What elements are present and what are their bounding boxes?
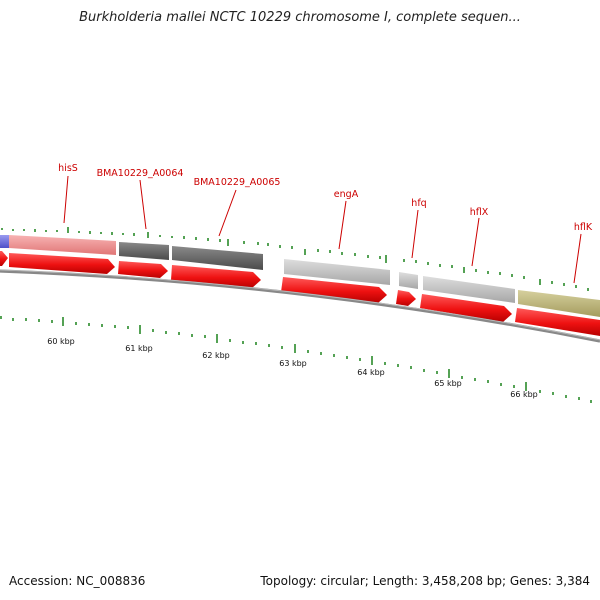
cds-arrow[interactable]	[9, 253, 115, 274]
gene-label-hflX[interactable]: hflX	[470, 207, 489, 218]
scale-label-63kbp: 63 kbp	[279, 359, 307, 368]
cds-arrow[interactable]	[281, 277, 387, 303]
scale-label-60kbp: 60 kbp	[47, 337, 75, 346]
cds-track	[0, 251, 600, 336]
cds-arrow[interactable]	[118, 261, 168, 278]
map-title: Burkholderia mallei NCTC 10229 chromosom…	[79, 10, 521, 25]
genome-backbone-highlight	[0, 269, 600, 341]
cds-arrow[interactable]	[515, 308, 600, 336]
cds-arrow[interactable]	[420, 294, 512, 322]
feature-hflK-khaki[interactable]	[518, 290, 600, 317]
feature-engA-light[interactable]	[284, 259, 390, 285]
scale-label-64kbp: 64 kbp	[357, 368, 385, 377]
gc-content-track-upper	[1, 227, 589, 291]
gene-labels: hisS BMA10229_A0064 BMA10229_A0065 engA …	[58, 163, 593, 233]
feature-hisS-pink[interactable]	[9, 235, 116, 255]
scale-labels: 60 kbp 61 kbp 62 kbp 63 kbp 64 kbp 65 kb…	[47, 337, 538, 399]
gene-label-hisS[interactable]: hisS	[58, 163, 78, 174]
scale-label-66kbp: 66 kbp	[510, 390, 538, 399]
label-leader-lines	[63, 175, 582, 284]
scale-track	[0, 316, 592, 403]
gene-label-hflK[interactable]: hflK	[574, 222, 593, 233]
gene-label-engA[interactable]: engA	[334, 189, 359, 200]
scale-label-61kbp: 61 kbp	[125, 344, 153, 353]
feature-track-upper	[0, 235, 600, 317]
genome-summary-text: Topology: circular; Length: 3,458,208 bp…	[260, 574, 590, 588]
feature-BMA10229-A0064-dark[interactable]	[119, 242, 169, 260]
scale-label-62kbp: 62 kbp	[202, 351, 230, 360]
feature-blue[interactable]	[0, 235, 9, 248]
cds-arrow[interactable]	[0, 251, 8, 266]
feature-hfq-light[interactable]	[399, 272, 418, 289]
cds-arrow[interactable]	[171, 265, 261, 288]
cds-arrow[interactable]	[396, 290, 416, 306]
gene-label-hfq[interactable]: hfq	[411, 198, 426, 209]
feature-BMA10229-A0065-dark[interactable]	[172, 246, 263, 270]
genome-backbone	[0, 269, 600, 343]
scale-label-65kbp: 65 kbp	[434, 379, 462, 388]
gene-label-BMA10229-A0065[interactable]: BMA10229_A0065	[194, 177, 281, 188]
accession-text: Accession: NC_008836	[9, 574, 146, 588]
feature-hflX-light[interactable]	[423, 276, 515, 303]
gene-label-BMA10229-A0064[interactable]: BMA10229_A0064	[97, 168, 184, 179]
